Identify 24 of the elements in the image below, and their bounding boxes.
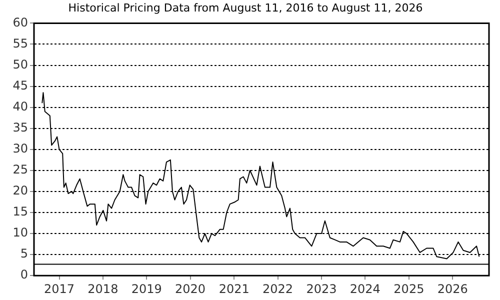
y-tick-label: 20 <box>12 184 28 198</box>
y-tick-label: 25 <box>12 162 28 177</box>
x-tick-label: 2024 <box>350 282 380 296</box>
x-tick-label: 2019 <box>131 282 162 296</box>
y-tick-label: 0 <box>20 268 28 282</box>
x-tick-label: 2026 <box>437 282 468 296</box>
chart-title: Historical Pricing Data from August 11, 2016 to August 11, 2026 <box>68 1 423 14</box>
x-tick-label: 2020 <box>175 282 206 296</box>
y-tick-label: 15 <box>12 204 28 219</box>
x-tick-label: 2021 <box>218 282 250 296</box>
x-tick-label: 2023 <box>306 282 337 296</box>
x-tick-label: 2022 <box>262 282 294 296</box>
y-tick-label: 35 <box>12 120 28 134</box>
x-tick-label: 2017 <box>44 282 75 296</box>
y-tick-label: 10 <box>12 226 28 240</box>
y-tick-label: 5 <box>20 246 28 261</box>
x-tick-label: 2018 <box>88 282 118 296</box>
y-tick-label: 55 <box>12 36 28 50</box>
y-tick-label: 45 <box>12 78 28 92</box>
y-tick-label: 30 <box>12 142 28 156</box>
y-tick-label: 40 <box>12 99 28 114</box>
y-tick-label: 50 <box>12 57 28 72</box>
y-tick-label: 60 <box>12 15 28 30</box>
x-tick-label: 2025 <box>394 282 424 296</box>
